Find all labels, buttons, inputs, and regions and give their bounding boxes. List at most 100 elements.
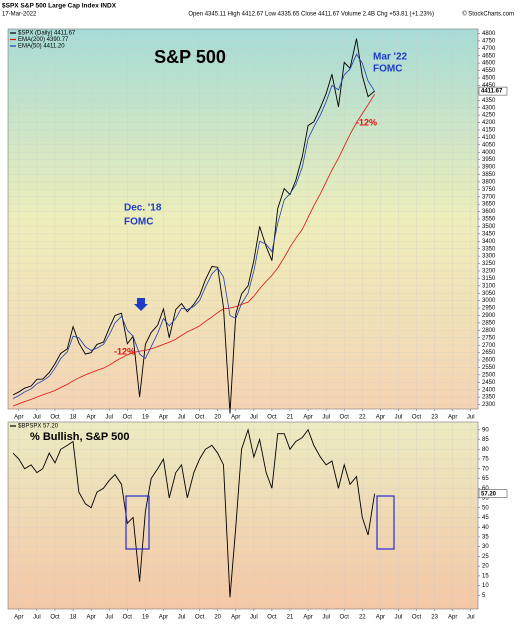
y-tick-label: 3850 bbox=[482, 172, 496, 178]
plot-frame bbox=[7, 28, 479, 410]
x-tick-label: Jul bbox=[250, 415, 258, 421]
y-tick-label: 4650 bbox=[482, 53, 496, 59]
annotation: Mar '22 bbox=[373, 52, 408, 63]
x-tick-label: Apr bbox=[86, 615, 95, 621]
x-tick-label: Apr bbox=[448, 615, 457, 621]
x-tick-label: Oct bbox=[412, 415, 422, 421]
x-tick-label: Oct bbox=[195, 615, 205, 621]
x-tick-label: Jul bbox=[105, 615, 113, 621]
y-tick-label: 4800 bbox=[482, 31, 496, 37]
y-tick-label: 2600 bbox=[482, 358, 496, 364]
annotation: -12% bbox=[114, 346, 135, 356]
x-tick-label: 20 bbox=[214, 415, 221, 421]
y-tick-label: 3600 bbox=[482, 209, 496, 215]
x-tick-label: Oct bbox=[340, 415, 350, 421]
last-value-label: 57.20 bbox=[481, 491, 497, 497]
y-tick-label: 3200 bbox=[482, 269, 496, 275]
y-tick-label: 3650 bbox=[482, 202, 496, 208]
y-tick-label: 45 bbox=[482, 515, 489, 521]
x-tick-label: Oct bbox=[50, 615, 60, 621]
plot-layer: 2300235024002450250025502600265027002750… bbox=[7, 28, 508, 621]
y-tick-label: 2500 bbox=[482, 372, 496, 378]
y-tick-label: 2550 bbox=[482, 365, 496, 371]
header-credit: © StockCharts.com bbox=[462, 11, 514, 18]
y-tick-label: 15 bbox=[482, 573, 489, 579]
y-tick-label: 35 bbox=[482, 535, 489, 541]
y-tick-label: 2400 bbox=[482, 387, 496, 393]
chart-title: % Bullish, S&P 500 bbox=[30, 431, 129, 443]
x-tick-label: Oct bbox=[412, 615, 422, 621]
x-tick-label: Apr bbox=[303, 415, 312, 421]
x-tick-label: Jul bbox=[322, 615, 330, 621]
x-tick-label: Jul bbox=[178, 415, 186, 421]
y-tick-label: 3500 bbox=[482, 224, 496, 230]
x-tick-label: Jul bbox=[395, 615, 403, 621]
y-tick-label: 3950 bbox=[482, 157, 496, 163]
y-tick-label: 70 bbox=[482, 466, 489, 472]
x-tick-label: 18 bbox=[70, 615, 77, 621]
annotation: -12% bbox=[356, 117, 377, 127]
x-tick-label: Apr bbox=[376, 415, 385, 421]
y-tick-label: 4500 bbox=[482, 76, 496, 82]
y-tick-label: 2900 bbox=[482, 313, 496, 319]
x-tick-label: 23 bbox=[431, 615, 438, 621]
y-tick-label: 3100 bbox=[482, 283, 496, 289]
legend-label: EMA(200) 4390.77 bbox=[18, 37, 69, 43]
x-tick-label: Jul bbox=[322, 415, 330, 421]
x-tick-label: Oct bbox=[50, 415, 60, 421]
x-tick-label: 23 bbox=[431, 415, 438, 421]
annotation: FOMC bbox=[124, 217, 153, 228]
y-tick-label: 4050 bbox=[482, 142, 496, 148]
header-symbol: $SPX S&P 500 Large Cap Index INDX bbox=[2, 3, 117, 10]
x-tick-label: Apr bbox=[231, 415, 240, 421]
x-tick-label: Oct bbox=[267, 615, 277, 621]
series-line bbox=[12, 53, 375, 399]
series-line bbox=[12, 38, 375, 414]
y-tick-label: 75 bbox=[482, 457, 489, 463]
y-tick-label: 65 bbox=[482, 476, 489, 482]
y-tick-label: 3750 bbox=[482, 187, 496, 193]
y-tick-label: 3150 bbox=[482, 276, 496, 282]
x-tick-label: Oct bbox=[123, 415, 133, 421]
y-tick-label: 3250 bbox=[482, 261, 496, 267]
x-tick-label: Jul bbox=[250, 615, 258, 621]
y-tick-label: 3400 bbox=[482, 239, 496, 245]
y-tick-label: 4150 bbox=[482, 128, 496, 134]
highlight-box bbox=[376, 495, 395, 550]
y-tick-label: 4000 bbox=[482, 150, 496, 156]
y-tick-label: 55 bbox=[482, 496, 489, 502]
y-tick-label: 3300 bbox=[482, 254, 496, 260]
legend-label: $SPX (Daily) 4411.67 bbox=[18, 31, 76, 37]
plot-frame bbox=[7, 421, 479, 610]
y-tick-label: 4700 bbox=[482, 46, 496, 52]
y-tick-label: 4200 bbox=[482, 120, 496, 126]
annotation: Dec. '18 bbox=[124, 203, 162, 214]
chart-title: S&P 500 bbox=[154, 47, 226, 67]
x-tick-label: Oct bbox=[123, 615, 133, 621]
y-tick-label: 2800 bbox=[482, 328, 496, 334]
annotation: FOMC bbox=[373, 64, 402, 75]
x-tick-label: Apr bbox=[303, 615, 312, 621]
x-tick-label: 22 bbox=[359, 415, 366, 421]
x-tick-label: 18 bbox=[70, 415, 77, 421]
y-tick-label: 20 bbox=[482, 564, 489, 570]
x-tick-label: 20 bbox=[214, 615, 221, 621]
y-tick-label: 3050 bbox=[482, 291, 496, 297]
y-tick-label: 4550 bbox=[482, 68, 496, 74]
x-tick-label: 19 bbox=[142, 615, 149, 621]
y-tick-label: 3450 bbox=[482, 231, 496, 237]
y-tick-label: 4300 bbox=[482, 105, 496, 111]
x-tick-label: Apr bbox=[159, 615, 168, 621]
x-tick-label: Oct bbox=[340, 615, 350, 621]
y-tick-label: 4750 bbox=[482, 38, 496, 44]
y-tick-label: 2650 bbox=[482, 350, 496, 356]
annotation-layer: $SPX S&P 500 Large Cap Index INDX 17-Mar… bbox=[2, 3, 514, 550]
x-tick-label: Jul bbox=[467, 615, 475, 621]
y-tick-label: 2850 bbox=[482, 320, 496, 326]
y-tick-label: 4450 bbox=[482, 83, 496, 89]
y-tick-label: 60 bbox=[482, 486, 489, 492]
y-tick-label: 3000 bbox=[482, 298, 496, 304]
y-tick-label: 3550 bbox=[482, 217, 496, 223]
y-tick-label: 50 bbox=[482, 505, 489, 511]
